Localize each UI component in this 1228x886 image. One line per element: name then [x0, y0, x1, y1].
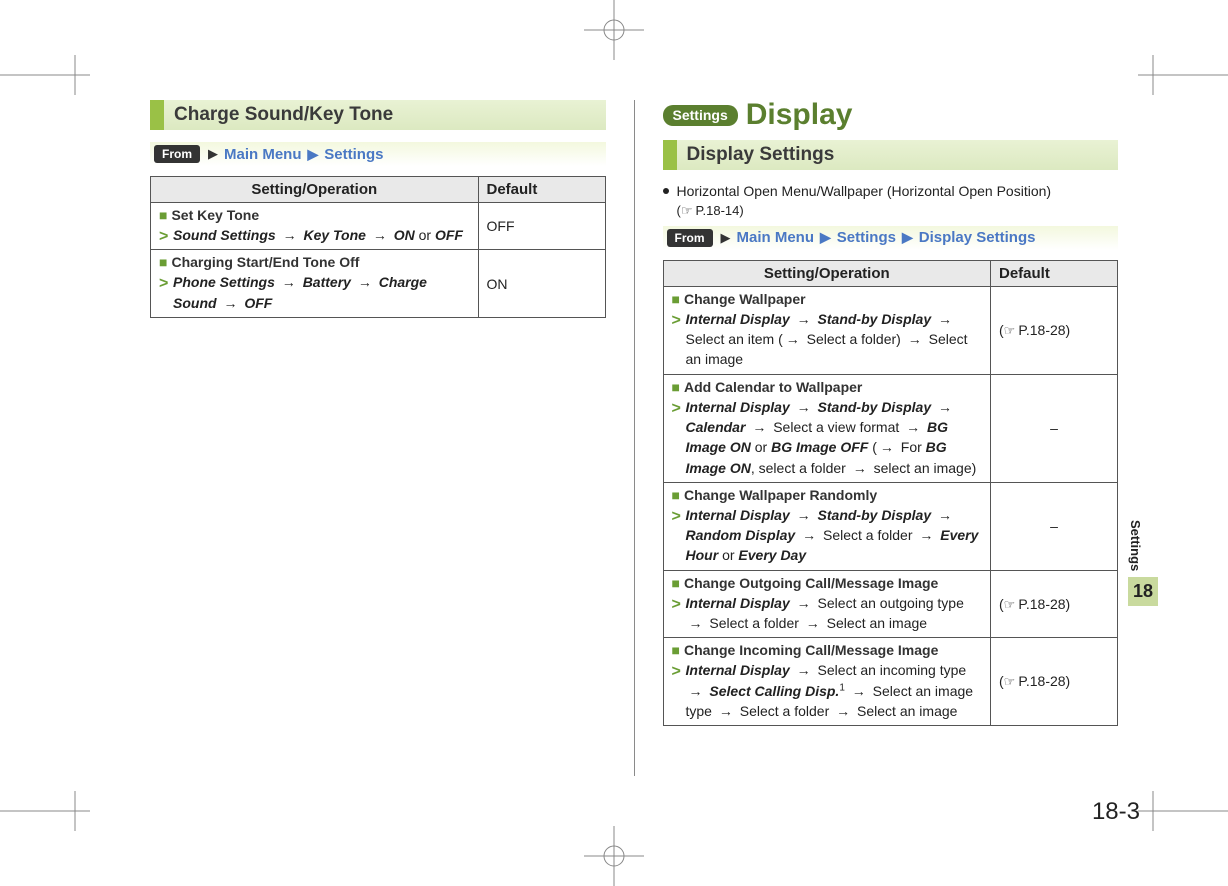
side-tab: Settings 18	[1128, 520, 1158, 606]
breadcrumb: From ▶ Main Menu ▶ Settings ▶ Display Se…	[663, 226, 1119, 250]
breadcrumb-item: Display Settings	[919, 229, 1036, 246]
chevron-right-icon: ▶	[902, 229, 913, 246]
from-badge: From	[154, 145, 200, 163]
registration-mark-icon	[584, 826, 644, 886]
note-text: Horizontal Open Menu/Wallpaper (Horizont…	[677, 183, 1052, 199]
setting-path: >Sound Settings → Key Tone → ON or OFF	[159, 225, 470, 245]
setting-path: >Internal Display → Stand-by Display → S…	[672, 309, 983, 370]
operation-cell: ■Add Calendar to Wallpaper >Internal Disp…	[663, 374, 991, 482]
setting-title: ■Change Wallpaper	[672, 291, 983, 307]
settings-table: Setting/Operation Default ■Change Wallpa…	[663, 260, 1119, 726]
registration-mark-icon	[584, 0, 644, 60]
col-header-operation: Setting/Operation	[663, 260, 991, 286]
crop-mark-icon	[0, 791, 100, 831]
col-header-default: Default	[991, 260, 1118, 286]
content-columns: Charge Sound/Key Tone From ▶ Main Menu ▶…	[150, 100, 1118, 776]
from-badge: From	[667, 229, 713, 247]
table-row: ■Set Key Tone >Sound Settings → Key Tone …	[151, 203, 606, 250]
crop-mark-icon	[0, 55, 100, 95]
default-cell: (P.18-28)	[991, 570, 1118, 638]
setting-path: >Internal Display → Select an outgoing t…	[672, 593, 983, 634]
table-row: ■Change Incoming Call/Message Image >Inte…	[663, 638, 1118, 726]
default-cell: ON	[478, 250, 605, 318]
manual-page: Settings 18 18-3 Charge Sound/Key Tone F…	[0, 0, 1228, 886]
triangle-icon: ▶	[721, 230, 731, 246]
section-heading: Charge Sound/Key Tone	[150, 100, 606, 130]
table-header-row: Setting/Operation Default	[663, 260, 1118, 286]
breadcrumb-item: Main Menu	[737, 229, 815, 246]
default-cell: –	[991, 482, 1118, 570]
default-cell: OFF	[478, 203, 605, 250]
chapter-badge: Settings	[663, 105, 738, 126]
operation-cell: ■Change Outgoing Call/Message Image >Inte…	[663, 570, 991, 638]
setting-path: >Phone Settings → Battery → Charge Sound…	[159, 272, 470, 313]
default-cell: (P.18-28)	[991, 286, 1118, 374]
page-number: 18-3	[1092, 798, 1140, 826]
hand-icon	[1004, 673, 1019, 689]
setting-title: ■Set Key Tone	[159, 207, 470, 223]
setting-path: >Internal Display → Stand-by Display → C…	[672, 397, 983, 478]
note-list: Horizontal Open Menu/Wallpaper (Horizont…	[663, 182, 1119, 220]
crop-mark-icon	[1128, 791, 1228, 831]
chevron-right-icon: ▶	[820, 229, 831, 246]
hand-icon	[1004, 322, 1019, 338]
operation-cell: ■Change Wallpaper Randomly >Internal Disp…	[663, 482, 991, 570]
chapter-title: Display	[746, 100, 853, 130]
heading-bar-icon	[150, 100, 164, 130]
setting-path: >Internal Display → Stand-by Display → R…	[672, 505, 983, 566]
table-row: ■Add Calendar to Wallpaper >Internal Disp…	[663, 374, 1118, 482]
col-header-operation: Setting/Operation	[151, 177, 479, 203]
setting-path: >Internal Display → Select an incoming t…	[672, 660, 983, 721]
operation-cell: ■Change Incoming Call/Message Image >Inte…	[663, 638, 991, 726]
setting-title: ■Charging Start/End Tone Off	[159, 254, 470, 270]
side-tab-number: 18	[1128, 577, 1158, 606]
setting-title: ■Change Outgoing Call/Message Image	[672, 575, 983, 591]
table-row: ■Charging Start/End Tone Off >Phone Setti…	[151, 250, 606, 318]
right-column: Settings Display Display Settings Horizo…	[634, 100, 1119, 776]
breadcrumb-item: Settings	[837, 229, 896, 246]
table-body: ■Set Key Tone >Sound Settings → Key Tone …	[151, 203, 606, 318]
settings-table: Setting/Operation Default ■Set Key Tone >…	[150, 176, 606, 318]
col-header-default: Default	[478, 177, 605, 203]
setting-title: ■Change Wallpaper Randomly	[672, 487, 983, 503]
operation-cell: ■Charging Start/End Tone Off >Phone Setti…	[151, 250, 479, 318]
crop-mark-icon	[1128, 55, 1228, 95]
table-body: ■Change Wallpaper >Internal Display → Sta…	[663, 286, 1118, 725]
hand-icon	[1004, 596, 1019, 612]
section-heading-text: Display Settings	[677, 140, 835, 170]
section-heading: Display Settings	[663, 140, 1119, 170]
table-row: ■Change Outgoing Call/Message Image >Inte…	[663, 570, 1118, 638]
breadcrumb-item: Main Menu	[224, 146, 302, 163]
default-cell: (P.18-28)	[991, 638, 1118, 726]
chevron-right-icon: ▶	[308, 146, 319, 163]
table-row: ■Change Wallpaper Randomly >Internal Disp…	[663, 482, 1118, 570]
operation-cell: ■Change Wallpaper >Internal Display → Sta…	[663, 286, 991, 374]
breadcrumb: From ▶ Main Menu ▶ Settings	[150, 142, 606, 166]
setting-title: ■Change Incoming Call/Message Image	[672, 642, 983, 658]
side-tab-label: Settings	[1128, 520, 1143, 571]
section-heading-text: Charge Sound/Key Tone	[164, 100, 393, 130]
table-row: ■Change Wallpaper >Internal Display → Sta…	[663, 286, 1118, 374]
left-column: Charge Sound/Key Tone From ▶ Main Menu ▶…	[150, 100, 634, 776]
default-cell: –	[991, 374, 1118, 482]
page-ref: (P.18-14)	[677, 203, 744, 218]
hand-icon	[681, 203, 696, 218]
chapter-heading: Settings Display	[663, 100, 1119, 130]
triangle-icon: ▶	[208, 146, 218, 162]
table-header-row: Setting/Operation Default	[151, 177, 606, 203]
operation-cell: ■Set Key Tone >Sound Settings → Key Tone …	[151, 203, 479, 250]
breadcrumb-item: Settings	[324, 146, 383, 163]
note-item: Horizontal Open Menu/Wallpaper (Horizont…	[663, 182, 1119, 220]
setting-title: ■Add Calendar to Wallpaper	[672, 379, 983, 395]
heading-bar-icon	[663, 140, 677, 170]
